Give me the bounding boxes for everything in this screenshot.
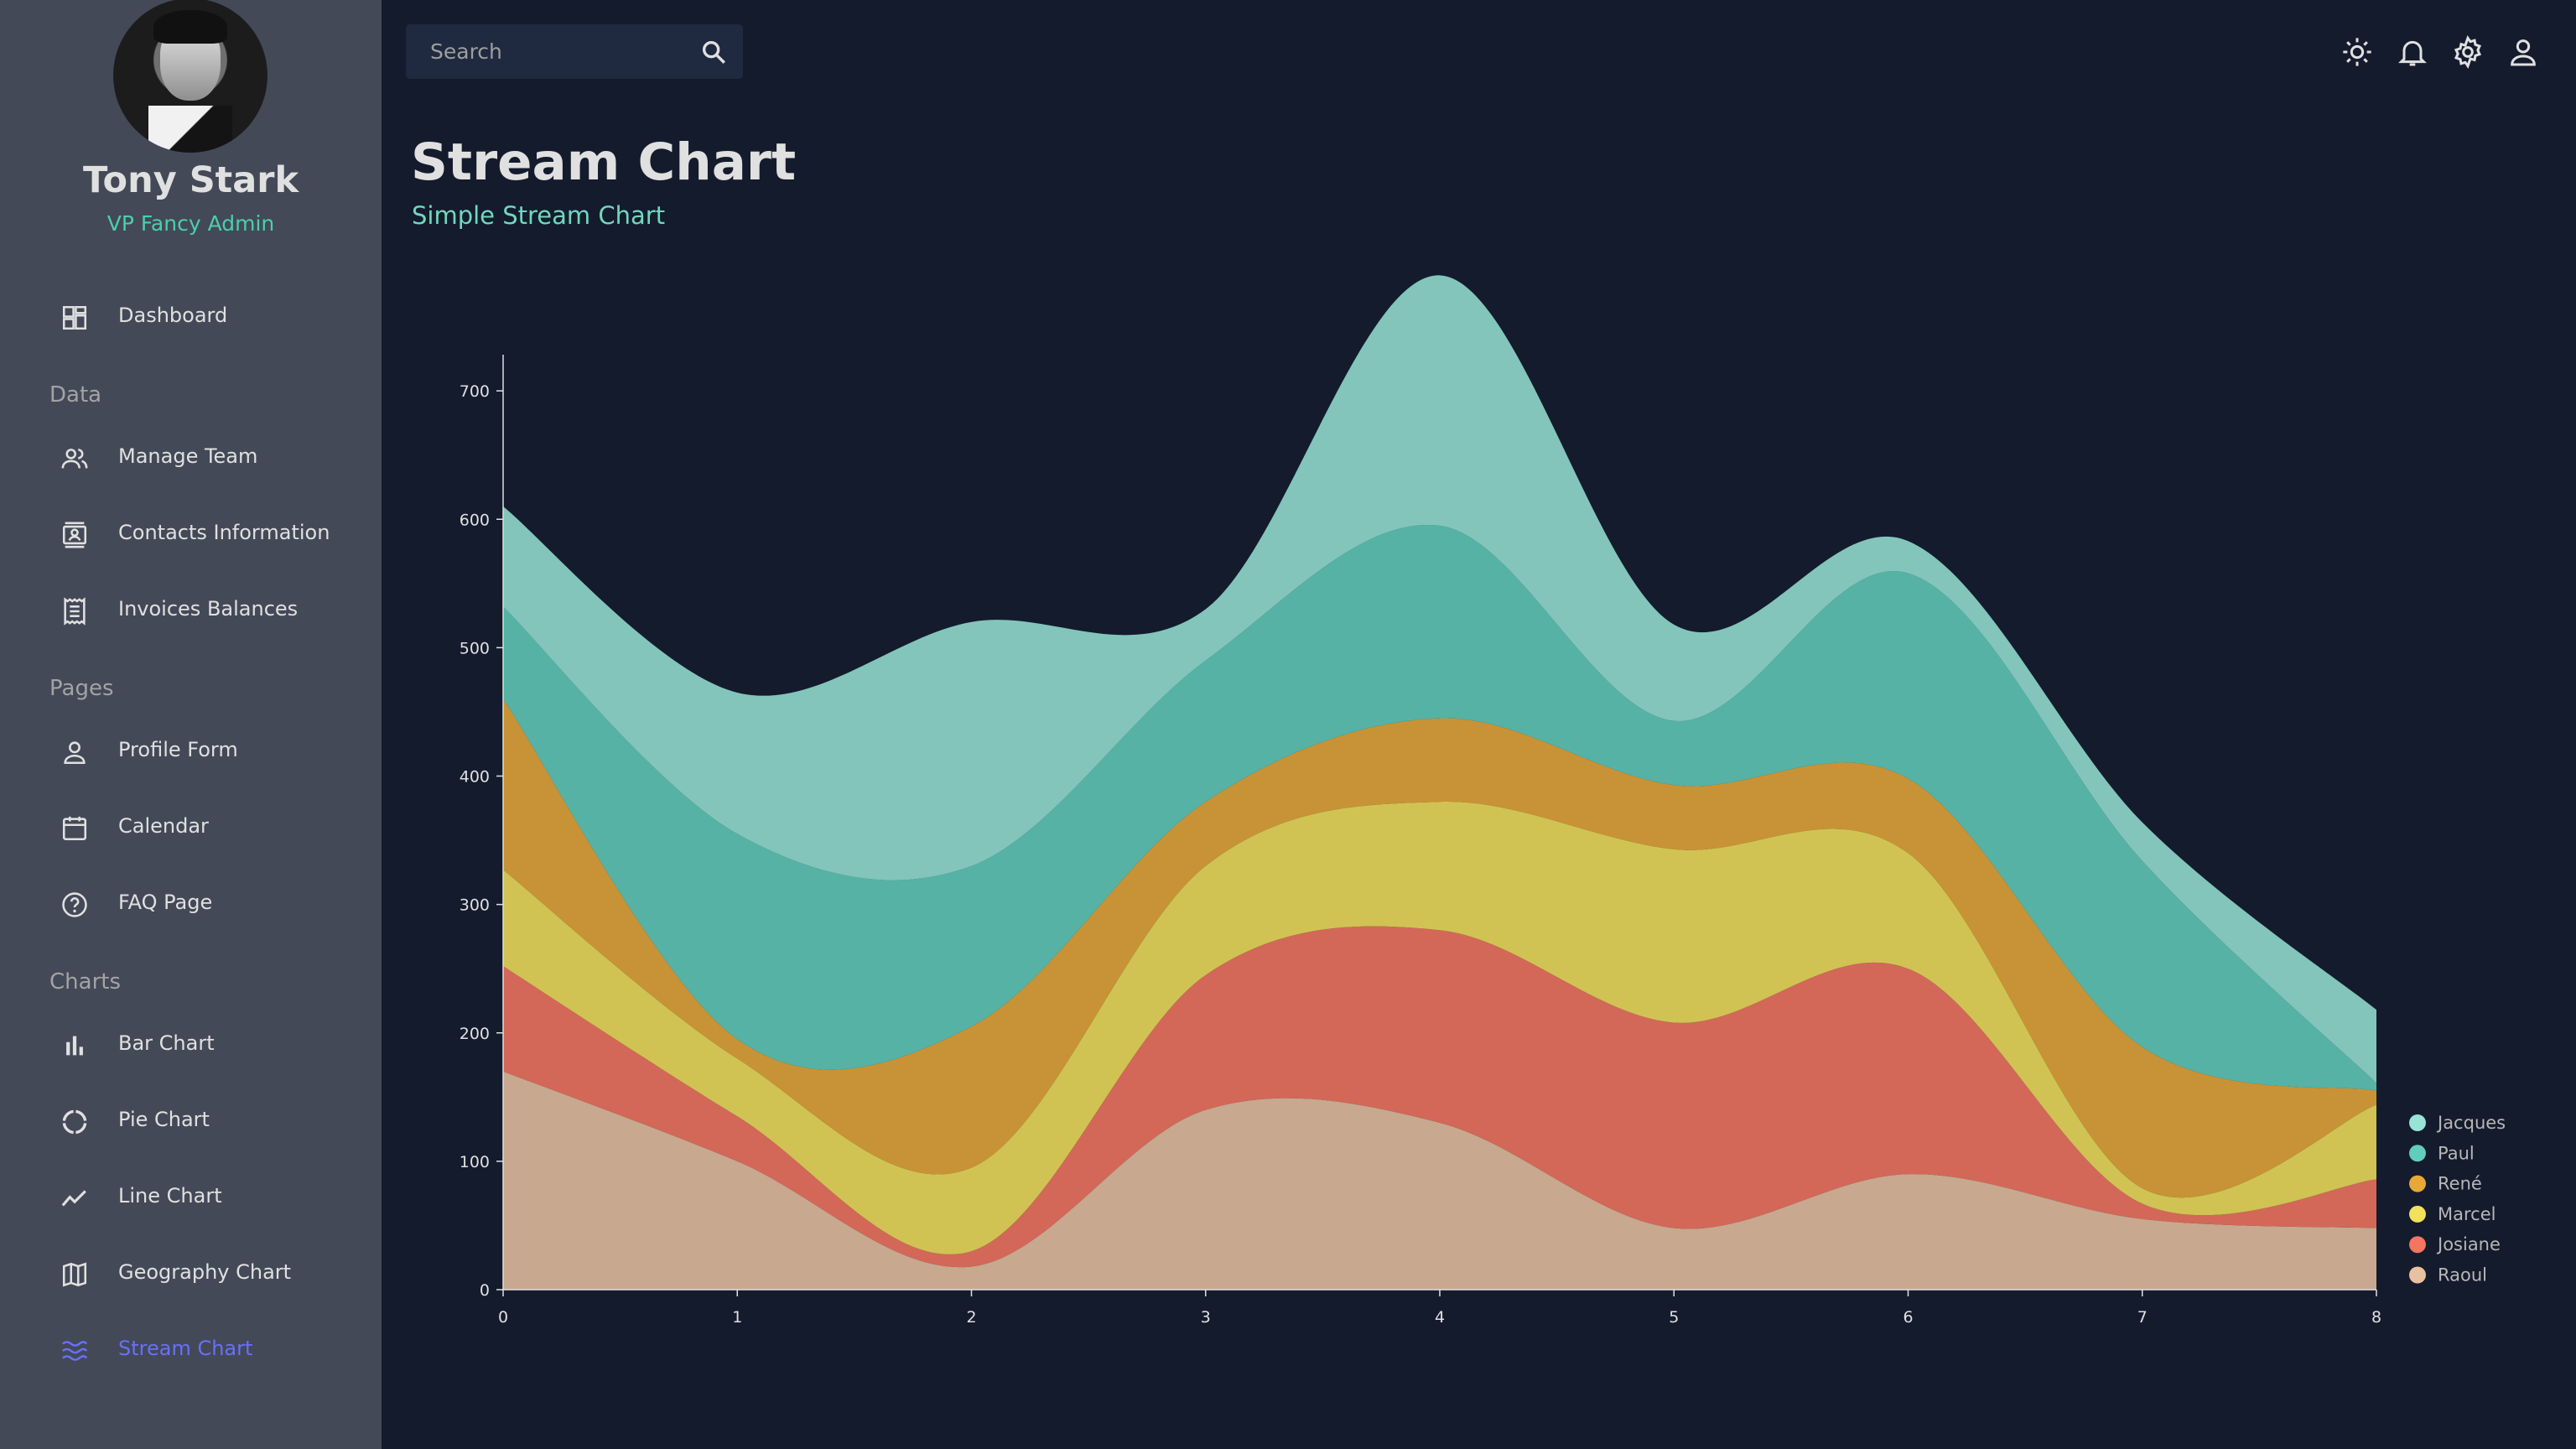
sidebar-item-dashboard[interactable]: Dashboard [0, 292, 382, 342]
stream-layer-rené [503, 699, 2376, 1198]
page-title: Stream Chart [411, 132, 797, 192]
stream-layer-marcel [503, 801, 2376, 1254]
pie-chart-icon [62, 1109, 87, 1135]
sidebar-item-contacts[interactable]: Contacts Information [0, 509, 382, 559]
map-icon [62, 1262, 87, 1287]
legend-swatch [2409, 1175, 2426, 1192]
search-input[interactable]: Search [406, 24, 743, 79]
stream-layer-paul [503, 524, 2376, 1091]
avatar[interactable] [113, 0, 267, 153]
help-icon [62, 892, 87, 917]
legend-label: Jacques [2436, 1113, 2506, 1133]
user-name: Tony Stark [82, 159, 299, 201]
y-tick-label: 200 [460, 1025, 490, 1043]
contacts-icon [62, 522, 87, 548]
legend-swatch [2409, 1114, 2426, 1131]
user-role: VP Fancy Admin [106, 211, 275, 236]
x-tick-label: 5 [1669, 1308, 1679, 1327]
sidebar-item-label: Profile Form [118, 738, 238, 761]
sidebar: Tony Stark VP Fancy Admin Dashboard Data… [0, 0, 382, 1449]
sidebar-item-label: FAQ Page [118, 891, 213, 914]
legend-label: Josiane [2436, 1234, 2501, 1254]
stream-layer-raoul [503, 1071, 2376, 1290]
y-tick-label: 400 [460, 768, 490, 787]
calendar-icon [62, 816, 87, 841]
sidebar-item-bar-chart[interactable]: Bar Chart [0, 1020, 382, 1070]
dashboard-icon [62, 305, 87, 330]
x-tick-label: 2 [966, 1308, 976, 1327]
y-tick-label: 600 [460, 511, 490, 529]
sidebar-item-label: Manage Team [118, 444, 258, 468]
sidebar-item-label: Geography Chart [118, 1260, 292, 1284]
legend-swatch [2409, 1205, 2426, 1223]
x-tick-label: 0 [498, 1308, 508, 1327]
sidebar-item-manage-team[interactable]: Manage Team [0, 433, 382, 483]
legend-label: René [2438, 1174, 2482, 1194]
sidebar-item-label: Dashboard [118, 304, 228, 327]
legend-swatch [2409, 1236, 2426, 1254]
avatar-hair [153, 10, 227, 44]
legend-label: Marcel [2438, 1204, 2496, 1224]
y-tick-label: 500 [460, 639, 490, 657]
y-tick-label: 700 [460, 382, 490, 401]
chart-areas [503, 275, 2376, 1290]
bar-chart-icon [66, 1036, 83, 1056]
sidebar-item-label: Invoices Balances [118, 597, 299, 621]
settings-icon[interactable] [2451, 35, 2485, 69]
x-tick-label: 1 [732, 1308, 742, 1327]
stream-layer-jacques [503, 275, 2376, 1083]
notifications-icon[interactable] [2396, 35, 2429, 69]
person-icon [64, 741, 86, 765]
sidebar-item-calendar[interactable]: Calendar [0, 802, 382, 853]
sidebar-item-profile-form[interactable]: Profile Form [0, 726, 382, 776]
x-tick-label: 7 [2137, 1308, 2148, 1327]
sidebar-item-faq[interactable]: FAQ Page [0, 879, 382, 929]
search-icon[interactable] [699, 38, 728, 66]
person-icon[interactable] [2506, 35, 2540, 69]
receipt-icon [64, 597, 86, 626]
y-tick-label: 0 [480, 1281, 490, 1300]
y-tick-label: 300 [460, 896, 490, 915]
sidebar-item-geography-chart[interactable]: Geography Chart [0, 1249, 382, 1299]
sidebar-item-invoices[interactable]: Invoices Balances [0, 585, 382, 636]
page-subtitle: Simple Stream Chart [412, 201, 666, 230]
legend-swatch [2409, 1145, 2426, 1162]
sidebar-item-stream-chart[interactable]: Stream Chart [0, 1325, 382, 1375]
sidebar-item-label: Pie Chart [118, 1108, 210, 1131]
legend-label: Paul [2438, 1143, 2475, 1163]
x-tick-label: 4 [1435, 1308, 1445, 1327]
search-placeholder: Search [430, 39, 502, 64]
people-icon [61, 449, 88, 469]
sidebar-item-label: Contacts Information [118, 521, 330, 544]
sidebar-item-label: Calendar [118, 814, 209, 838]
light-mode-icon[interactable] [2340, 35, 2374, 69]
section-data: Data [49, 382, 102, 408]
legend-label: Raoul [2438, 1265, 2487, 1285]
stream-layer-josiane [503, 926, 2376, 1268]
x-tick-label: 6 [1903, 1308, 1913, 1327]
sidebar-item-label: Line Chart [118, 1184, 222, 1208]
waves-icon [62, 1341, 88, 1361]
section-pages: Pages [49, 676, 114, 701]
avatar-collar [148, 106, 232, 153]
sidebar-item-label: Bar Chart [118, 1031, 215, 1055]
x-tick-label: 3 [1201, 1308, 1211, 1327]
section-charts: Charts [49, 969, 121, 995]
x-tick-label: 8 [2371, 1308, 2381, 1327]
line-chart-icon [61, 1190, 86, 1207]
sidebar-item-label: Stream Chart [118, 1337, 253, 1360]
sidebar-item-line-chart[interactable]: Line Chart [0, 1172, 382, 1223]
y-tick-label: 100 [460, 1153, 490, 1171]
legend-swatch [2409, 1266, 2426, 1284]
sidebar-item-pie-chart[interactable]: Pie Chart [0, 1096, 382, 1146]
